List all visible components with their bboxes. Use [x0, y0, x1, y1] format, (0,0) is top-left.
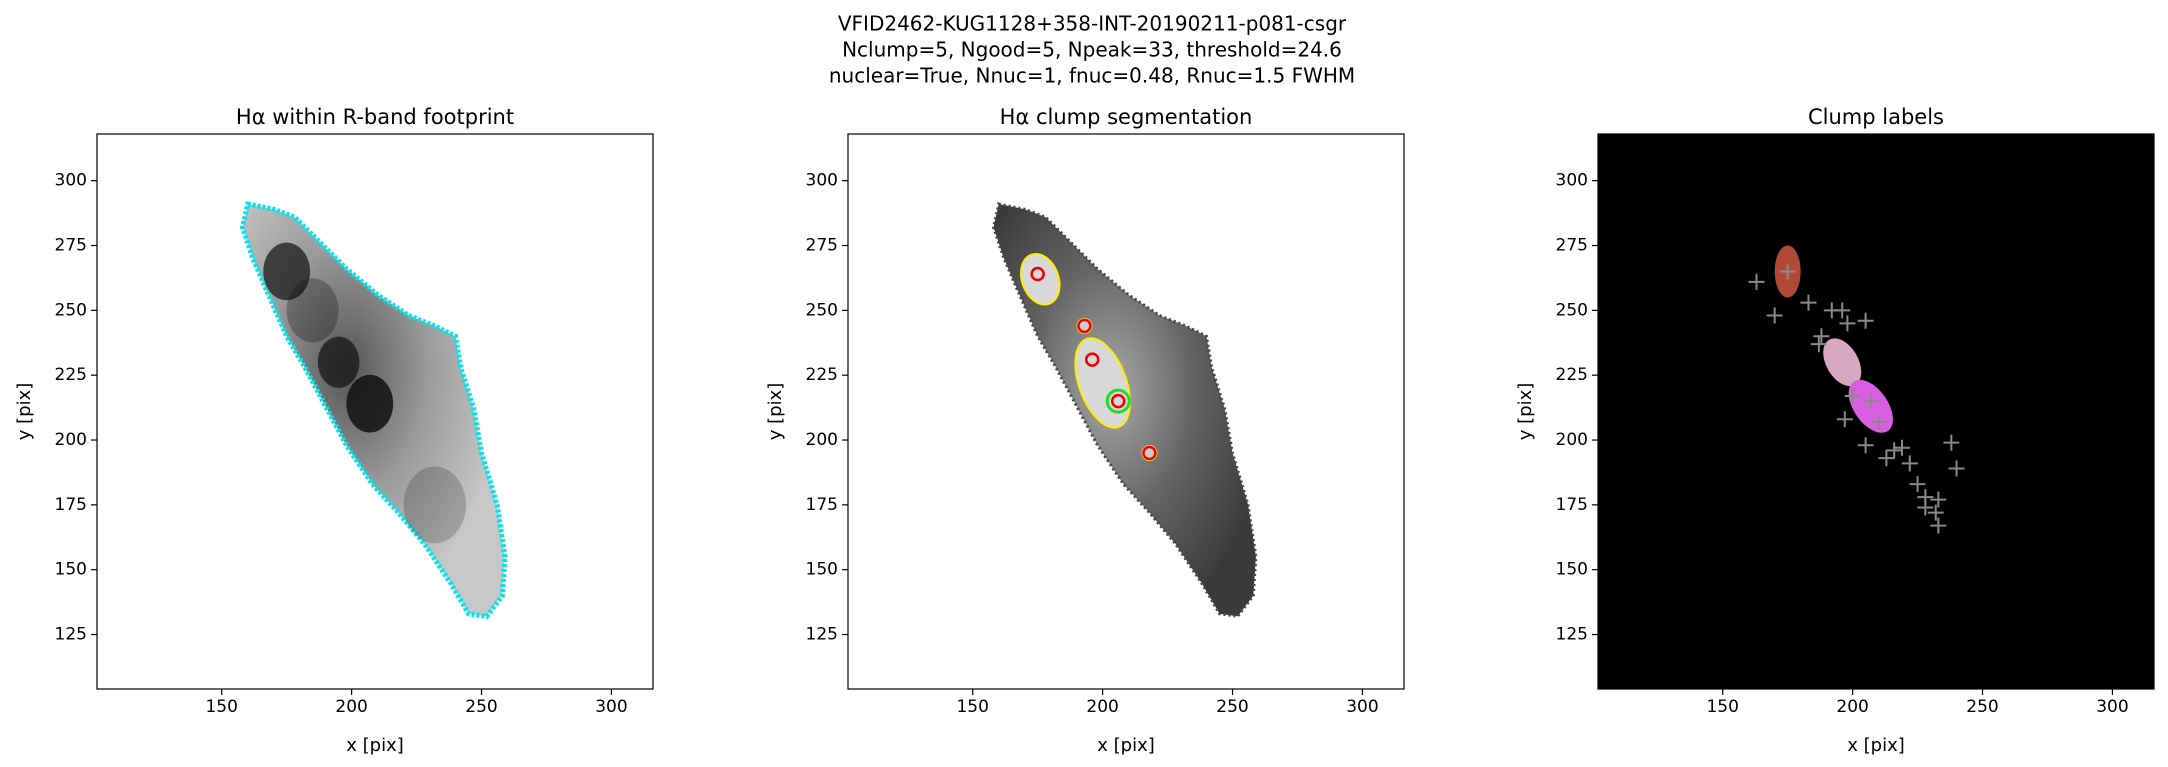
x-tick-label: 250: [1966, 697, 1998, 717]
y-axis-label: y [pix]: [14, 383, 35, 441]
image-layer: [991, 202, 1258, 618]
peak-marker: [1077, 318, 1092, 334]
nucleus-marker: [1105, 388, 1131, 414]
peak-cross: [1862, 393, 1879, 410]
peak-marker: [1142, 445, 1157, 461]
peak-cross: [1766, 307, 1783, 324]
y-tick-label: 175: [806, 495, 838, 515]
y-tick-label: 175: [55, 495, 87, 515]
suptitle: nuclear=True, Nnuc=1, fnuc=0.48, Rnuc=1.…: [829, 64, 1355, 88]
axes-title: Hα clump segmentation: [1000, 105, 1253, 129]
peak-cross: [1857, 312, 1874, 329]
x-tick-label: 200: [1836, 697, 1868, 717]
y-tick-label: 275: [55, 236, 87, 256]
x-tick-label: 150: [956, 697, 988, 717]
image-layer: [1748, 245, 1965, 534]
peak-cross: [1813, 328, 1830, 345]
peak-cross: [1893, 439, 1910, 456]
suptitle: Nclump=5, Ngood=5, Npeak=33, threshold=2…: [842, 38, 1342, 62]
y-tick-label: 150: [806, 560, 838, 580]
peak-cross: [1836, 411, 1853, 428]
y-tick-label: 200: [55, 430, 87, 450]
y-axis-label: y [pix]: [1515, 383, 1536, 441]
peak-cross: [1930, 491, 1947, 508]
core-blob: [403, 466, 466, 544]
peak-cross: [1870, 413, 1887, 430]
suptitle: VFID2462-KUG1128+358-INT-20190211-p081-c…: [838, 12, 1347, 36]
x-tick-label: 150: [1706, 697, 1738, 717]
y-tick-label: 125: [1556, 625, 1588, 645]
y-tick-label: 300: [55, 171, 87, 191]
x-tick-label: 300: [595, 697, 627, 717]
y-tick-label: 275: [806, 236, 838, 256]
peak-cross: [1844, 387, 1861, 404]
peak-marker: [1030, 266, 1045, 282]
image-layer: [239, 201, 508, 620]
x-tick-label: 150: [205, 697, 237, 717]
x-axis-label: x [pix]: [346, 735, 404, 756]
peak-cross: [1839, 315, 1856, 332]
y-tick-label: 300: [806, 171, 838, 191]
axes-title: Clump labels: [1808, 105, 1944, 129]
core-blob: [286, 278, 339, 343]
peak-cross: [1748, 273, 1765, 290]
peak-marker: [1110, 393, 1126, 409]
y-tick-label: 250: [806, 300, 838, 320]
peak-cross: [1901, 455, 1918, 472]
y-tick-label: 250: [55, 300, 87, 320]
x-tick-label: 250: [1216, 697, 1248, 717]
y-tick-label: 200: [806, 430, 838, 450]
y-tick-label: 225: [806, 365, 838, 385]
x-tick-label: 200: [335, 697, 367, 717]
axes-frame: [1597, 133, 2155, 690]
y-tick-label: 200: [1556, 430, 1588, 450]
x-tick-label: 200: [1086, 697, 1118, 717]
x-tick-label: 300: [2096, 697, 2128, 717]
x-tick-label: 300: [1346, 697, 1378, 717]
y-tick-label: 175: [1556, 495, 1588, 515]
y-tick-label: 225: [55, 365, 87, 385]
peak-cross: [1878, 450, 1895, 467]
x-axis-label: x [pix]: [1097, 735, 1155, 756]
y-tick-label: 225: [1556, 365, 1588, 385]
peak-cross: [1917, 499, 1934, 516]
y-tick-label: 125: [55, 625, 87, 645]
peak-cross: [1927, 504, 1944, 521]
y-tick-label: 125: [806, 625, 838, 645]
y-tick-label: 275: [1556, 236, 1588, 256]
x-tick-label: 250: [465, 697, 497, 717]
peak-cross: [1800, 294, 1817, 311]
peak-cross: [1779, 263, 1796, 280]
peak-marker: [1084, 352, 1100, 367]
peak-cross: [1834, 302, 1851, 319]
y-tick-label: 300: [1556, 171, 1588, 191]
core-blob: [346, 374, 394, 433]
peak-cross: [1909, 476, 1926, 493]
peak-cross: [1857, 437, 1874, 454]
y-axis-label: y [pix]: [765, 383, 786, 441]
peak-cross: [1943, 434, 1960, 451]
axes-frame: [847, 133, 1405, 690]
x-axis-label: x [pix]: [1847, 735, 1905, 756]
core-blob: [263, 242, 311, 301]
core-blob: [317, 336, 360, 388]
peak-cross: [1886, 442, 1903, 459]
y-tick-label: 150: [55, 560, 87, 580]
y-tick-label: 150: [1556, 560, 1588, 580]
peak-cross: [1810, 336, 1827, 353]
y-tick-label: 250: [1556, 300, 1588, 320]
peak-cross: [1930, 517, 1947, 534]
axes-title: Hα within R-band footprint: [236, 105, 514, 129]
clump-label: [1823, 338, 1862, 387]
clump-region: [1074, 337, 1131, 429]
peak-cross: [1948, 460, 1965, 477]
axes-frame: [96, 133, 654, 690]
